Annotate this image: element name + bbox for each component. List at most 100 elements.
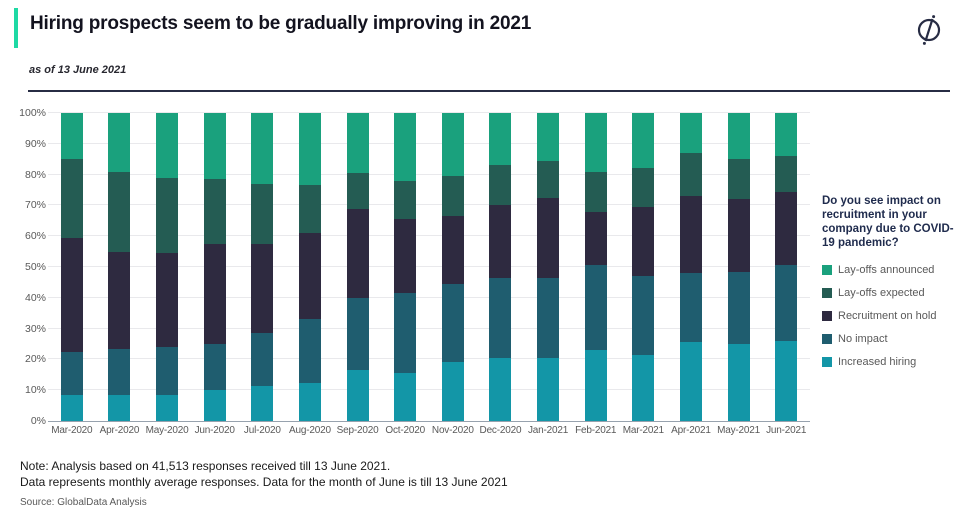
bar-segment (346, 208, 369, 298)
bar-segment (346, 370, 369, 421)
bar-segment (203, 390, 226, 421)
bar-segment (156, 394, 179, 421)
bar-segment (632, 354, 655, 421)
x-axis-label: Mar-2020 (51, 425, 93, 436)
gridline-20% (48, 358, 810, 360)
bar-segment (394, 180, 417, 220)
bar-segment (775, 113, 798, 157)
bar-segment (727, 113, 750, 160)
legend-label: No impact (838, 333, 888, 345)
bar-segment (441, 113, 464, 177)
y-axis-label: 90% (24, 137, 46, 150)
bar-segment (537, 357, 560, 421)
x-axis-label: Apr-2020 (99, 425, 140, 436)
note-line-2: Data represents monthly average response… (20, 475, 508, 489)
bar-segment (298, 319, 321, 383)
source-label: Source: GlobalData Analysis (20, 497, 147, 508)
y-axis-label: 60% (24, 230, 46, 243)
x-axis-label: Aug-2020 (289, 425, 331, 436)
bar-segment (346, 113, 369, 174)
bar-May-2020 (143, 113, 191, 421)
y-axis-label: 20% (24, 353, 46, 366)
gridline-40% (48, 296, 810, 298)
bar-segment (679, 196, 702, 274)
gridline-0% (48, 421, 810, 422)
x-axis-label: Jun-2020 (194, 425, 235, 436)
x-axis-label: Sep-2020 (336, 425, 379, 436)
bar-segment (298, 185, 321, 234)
bar-segment (584, 113, 607, 172)
bar-Jun-2020 (191, 113, 239, 421)
header-divider (28, 90, 950, 92)
bar-segment (489, 113, 512, 166)
bar-segment (60, 394, 83, 421)
bar-segment (60, 351, 83, 395)
gridline-60% (48, 235, 810, 237)
bar-segment (775, 156, 798, 192)
y-axis-label: 80% (24, 168, 46, 181)
bar-segment (60, 113, 83, 160)
legend-swatch-icon (822, 357, 832, 367)
bar-segment (156, 347, 179, 395)
bar-Jul-2020 (239, 113, 287, 421)
bar-segment (584, 265, 607, 351)
y-axis: 0% 10% 20% 30% 40% 50% 60% 70% 80% 90% 100% (2, 107, 46, 427)
bar-segment (346, 297, 369, 371)
bar-segment (632, 276, 655, 355)
y-axis-label: 40% (24, 291, 46, 304)
bar-segment (156, 177, 179, 254)
legend-title: Do you see impact on recruitment in your… (822, 195, 954, 249)
bar-segment (251, 183, 274, 244)
x-axis-label: Oct-2020 (385, 425, 425, 436)
legend-swatch-icon (822, 311, 832, 321)
bar-segment (251, 113, 274, 184)
y-axis-label: 30% (24, 322, 46, 335)
gridline-70% (48, 204, 810, 206)
y-axis-label: 10% (24, 384, 46, 397)
bar-segment (537, 197, 560, 278)
bar-segment (727, 344, 750, 421)
bar-Aug-2020 (286, 113, 334, 421)
legend-item: Recruitment on hold (822, 310, 956, 322)
x-axis-label: Jul-2020 (243, 425, 281, 436)
bar-segment (489, 205, 512, 278)
legend-item: Lay-offs expected (822, 287, 956, 299)
legend-items: Lay-offs announced Lay-offs expected Recru… (822, 264, 956, 368)
title-accent-bar (14, 8, 18, 48)
bar-segment (727, 199, 750, 272)
page-title: Hiring prospects seem to be gradually im… (30, 13, 532, 34)
legend-swatch-icon (822, 334, 832, 344)
bar-segment (679, 342, 702, 421)
bar-segment (298, 233, 321, 320)
bar-segment (60, 237, 83, 352)
bar-segment (108, 394, 131, 421)
bar-Mar-2020 (48, 113, 96, 421)
x-axis-label: Mar-2021 (622, 425, 664, 436)
bar-segment (298, 382, 321, 421)
bar-segment (441, 362, 464, 421)
gridline-80% (48, 173, 810, 175)
y-axis-label: 50% (24, 261, 46, 273)
globaldata-compass-icon (917, 15, 941, 45)
chart-notes: Note: Analysis based on 41,513 responses… (20, 458, 508, 490)
stacked-bar-chart: 0% 10% 20% 30% 40% 50% 60% 70% 80% 90% 100% (19, 107, 810, 427)
bar-segment (203, 179, 226, 244)
bar-segment (489, 165, 512, 206)
bar-segment (537, 113, 560, 161)
legend-item: No impact (822, 333, 956, 345)
x-axis-label: Feb-2021 (575, 425, 617, 436)
chart-bars (48, 113, 810, 421)
legend-swatch-icon (822, 288, 832, 298)
chart-legend: Do you see impact on recruitment in your… (822, 194, 956, 379)
x-axis-label: Jun-2021 (766, 425, 807, 436)
bar-Jan-2021 (524, 113, 572, 421)
bar-segment (203, 344, 226, 391)
legend-label: Lay-offs expected (838, 287, 925, 299)
bar-segment (679, 113, 702, 154)
bar-Apr-2021 (667, 113, 715, 421)
bar-segment (489, 357, 512, 421)
bar-segment (775, 265, 798, 341)
gridline-100% (48, 112, 810, 113)
bar-segment (679, 273, 702, 343)
